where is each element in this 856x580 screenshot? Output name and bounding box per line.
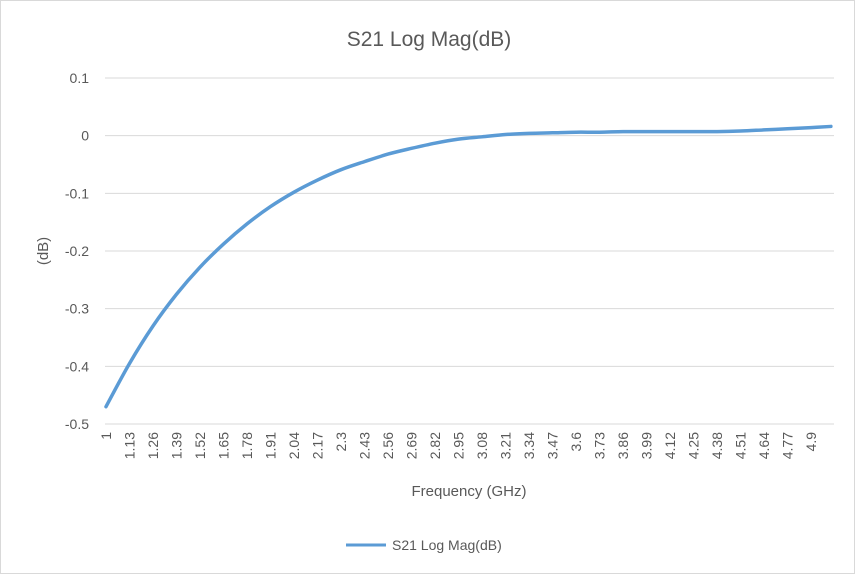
x-tick-label: 3.73: [592, 432, 608, 459]
x-tick-label: 2.04: [286, 432, 302, 459]
x-tick-label: 2.43: [357, 432, 373, 459]
x-tick-label: 2.3: [333, 432, 349, 452]
x-tick-label: 2.69: [404, 432, 420, 459]
chart-title: S21 Log Mag(dB): [347, 28, 512, 51]
y-tick-label: -0.1: [65, 185, 89, 201]
x-tick-label: 1.39: [169, 432, 185, 459]
x-tick-label: 4.51: [733, 432, 749, 459]
x-tick-label: 1.13: [122, 432, 138, 459]
x-tick-label: 3.99: [639, 432, 655, 459]
x-tick-label: 3.08: [474, 432, 490, 459]
series-line: [104, 124, 833, 409]
x-tick-label: 2.95: [451, 432, 467, 459]
x-tick-label: 4.9: [803, 432, 819, 452]
x-tick-label: 1.91: [263, 432, 279, 459]
y-tick-label: 0.1: [70, 70, 90, 86]
x-tick-label: 1.52: [192, 432, 208, 459]
x-tick-label: 1: [98, 432, 114, 440]
x-tick-label: 1.65: [216, 432, 232, 459]
x-axis-label: Frequency (GHz): [411, 483, 526, 500]
x-tick-label: 3.86: [615, 432, 631, 459]
x-tick-label: 1.26: [145, 432, 161, 459]
x-tick-label: 3.21: [498, 432, 514, 459]
x-tick-label: 4.25: [686, 432, 702, 459]
x-tick-label: 3.6: [568, 432, 584, 452]
y-tick-label: -0.4: [65, 358, 89, 374]
y-tick-label: -0.5: [65, 416, 89, 432]
x-tick-label: 2.82: [427, 432, 443, 459]
series-layer: [104, 124, 833, 409]
x-tick-label: 4.38: [709, 432, 725, 459]
legend-label: S21 Log Mag(dB): [392, 537, 502, 553]
legend: S21 Log Mag(dB): [346, 537, 502, 553]
x-tick-label: 2.17: [310, 432, 326, 459]
x-tick-label: 3.47: [545, 432, 561, 459]
y-axis-label: (dB): [35, 237, 52, 265]
y-axis-ticks: 0.1 0 -0.1 -0.2 -0.3 -0.4 -0.5: [65, 70, 89, 432]
y-tick-label: -0.3: [65, 301, 89, 317]
y-tick-label: -0.2: [65, 243, 89, 259]
grid: [105, 77, 834, 425]
x-tick-label: 4.12: [662, 432, 678, 459]
x-tick-label: 1.78: [239, 432, 255, 459]
x-tick-label: 4.77: [780, 432, 796, 459]
y-tick-label: 0: [81, 128, 89, 144]
x-tick-label: 4.64: [756, 432, 772, 459]
x-tick-label: 2.56: [380, 432, 396, 459]
x-tick-label: 3.34: [521, 432, 537, 459]
x-axis-ticks: 1 1.13 1.26 1.39 1.52 1.65 1.78 1.91 2.04 2.17 2.3…: [98, 432, 819, 459]
